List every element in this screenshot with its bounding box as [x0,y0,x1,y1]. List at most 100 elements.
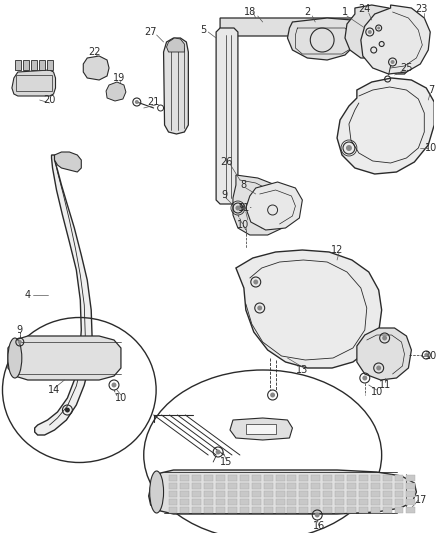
Bar [406,483,415,489]
Bar [252,499,261,505]
Bar [276,499,285,505]
Polygon shape [233,175,290,235]
Circle shape [270,392,275,398]
Bar [287,483,297,489]
Text: 5: 5 [200,25,206,35]
Bar [216,475,225,481]
Bar [276,483,285,489]
Circle shape [376,366,381,370]
Bar [252,483,261,489]
Circle shape [368,30,372,34]
Polygon shape [12,70,56,96]
Bar [169,491,177,497]
Bar [287,491,297,497]
Polygon shape [39,60,45,70]
Bar [406,499,415,505]
Bar [323,475,332,481]
Polygon shape [148,470,417,514]
Bar [383,491,392,497]
Bar [180,483,189,489]
Bar [204,483,213,489]
Bar [216,499,225,505]
Bar [264,499,272,505]
Bar [300,475,308,481]
Bar [300,499,308,505]
Text: 9: 9 [239,203,245,213]
Bar [169,507,177,513]
Bar [216,491,225,497]
Ellipse shape [8,338,22,378]
Bar [359,499,368,505]
Bar [395,475,403,481]
Bar [169,483,177,489]
Bar [180,491,189,497]
Polygon shape [216,28,238,204]
Bar [359,507,368,513]
Bar [180,499,189,505]
Text: 27: 27 [145,27,157,37]
Bar [311,475,320,481]
Text: 9: 9 [17,325,23,335]
Circle shape [382,335,387,341]
Bar [276,475,285,481]
Text: 10: 10 [237,220,249,230]
Polygon shape [8,336,121,380]
Polygon shape [337,78,434,174]
Bar [395,483,403,489]
Bar [371,499,380,505]
Bar [311,499,320,505]
Bar [347,491,356,497]
Text: 21: 21 [148,97,160,107]
Text: 7: 7 [428,85,434,95]
Bar [240,507,249,513]
Polygon shape [23,60,29,70]
Bar [335,491,344,497]
Circle shape [362,376,367,381]
Bar [204,507,213,513]
Bar [204,475,213,481]
Polygon shape [166,38,184,52]
Bar [359,483,368,489]
Bar [347,483,356,489]
Text: 2: 2 [304,7,311,17]
Text: 14: 14 [48,385,60,395]
Bar [371,483,380,489]
Bar [169,475,177,481]
Bar [347,499,356,505]
Bar [383,475,392,481]
Bar [192,507,201,513]
Bar [335,499,344,505]
Bar [264,491,272,497]
Bar [395,499,403,505]
Bar [228,499,237,505]
Bar [311,483,320,489]
Bar [311,491,320,497]
Circle shape [315,513,320,518]
Bar [252,475,261,481]
Text: 24: 24 [359,4,371,14]
Bar [264,475,272,481]
Polygon shape [220,18,396,36]
Bar [383,507,392,513]
Circle shape [65,408,70,413]
Bar [276,491,285,497]
Bar [335,483,344,489]
Bar [395,507,403,513]
Text: 11·: 11· [238,203,254,213]
Bar [359,491,368,497]
Polygon shape [246,424,276,434]
Bar [192,475,201,481]
Bar [192,499,201,505]
Circle shape [424,353,428,357]
Polygon shape [163,38,188,134]
Polygon shape [387,36,408,74]
Bar [395,491,403,497]
Bar [240,499,249,505]
Bar [240,475,249,481]
Circle shape [391,60,395,64]
Bar [228,507,237,513]
Polygon shape [361,5,430,74]
Bar [169,499,177,505]
Polygon shape [35,155,92,435]
Text: 20: 20 [43,95,56,105]
